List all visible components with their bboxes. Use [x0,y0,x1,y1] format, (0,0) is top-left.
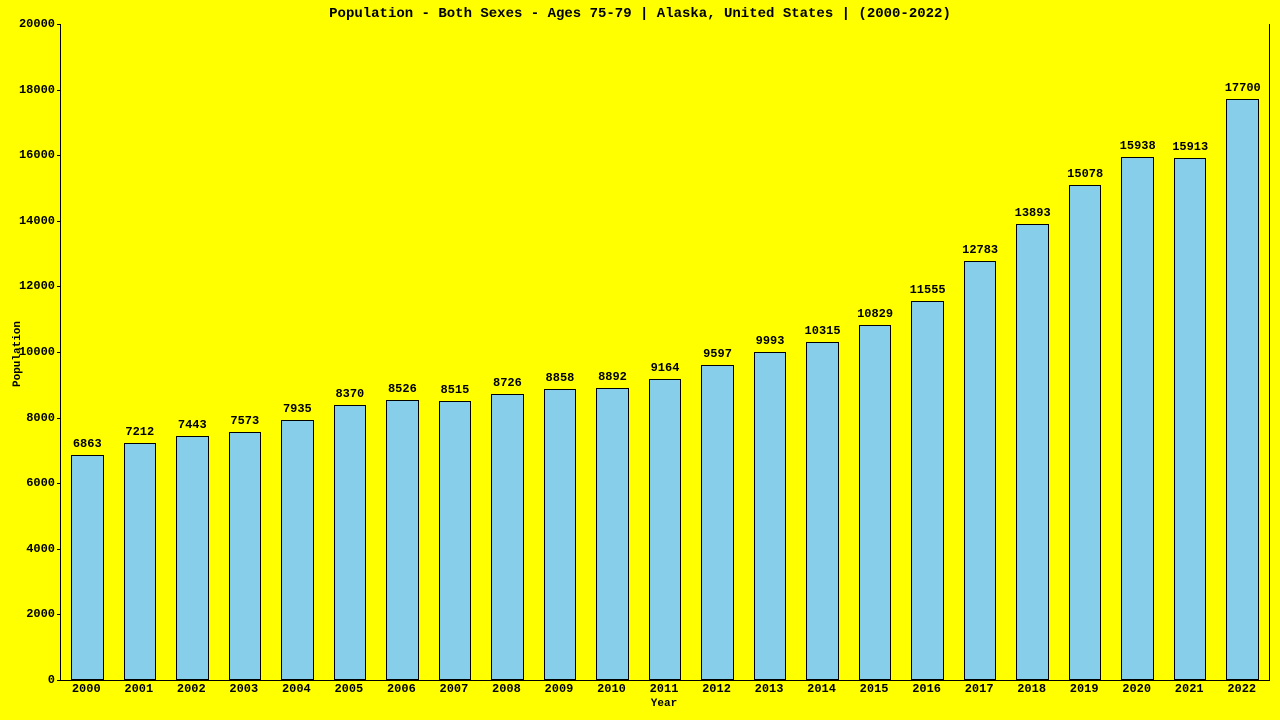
bar-value-label: 7212 [125,425,154,439]
y-tick-mark [57,90,61,91]
x-tick-label: 2013 [755,682,784,696]
bar [1016,224,1049,680]
y-tick-mark [57,483,61,484]
bar [491,394,524,680]
bar [1121,157,1154,680]
bar [754,352,787,680]
bar-value-label: 15913 [1172,140,1208,154]
x-tick-label: 2021 [1175,682,1204,696]
bar-value-label: 7935 [283,402,312,416]
y-tick-label: 4000 [26,542,61,556]
x-tick-label: 2009 [545,682,574,696]
bar-value-label: 15078 [1067,167,1103,181]
bar [176,436,209,680]
x-axis-label: Year [60,698,1268,710]
bar-value-label: 8370 [335,387,364,401]
bar-value-label: 10829 [857,307,893,321]
y-tick-mark [57,24,61,25]
bar-value-label: 9597 [703,347,732,361]
bar [649,379,682,680]
y-tick-label: 20000 [19,17,61,31]
bar-value-label: 10315 [805,324,841,338]
bar [1174,158,1207,680]
x-tick-label: 2000 [72,682,101,696]
y-tick-label: 10000 [19,345,61,359]
bar-value-label: 6863 [73,437,102,451]
y-tick-mark [57,680,61,681]
bar [229,432,262,680]
bar [701,365,734,680]
bar [806,342,839,680]
bar [71,455,104,680]
y-tick-label: 8000 [26,411,61,425]
y-tick-mark [57,286,61,287]
x-tick-label: 2001 [124,682,153,696]
y-tick-mark [57,549,61,550]
bar-value-label: 15938 [1120,139,1156,153]
y-tick-mark [57,155,61,156]
bar-value-label: 11555 [910,283,946,297]
y-tick-label: 14000 [19,214,61,228]
x-tick-label: 2015 [860,682,889,696]
y-tick-mark [57,418,61,419]
bar-value-label: 13893 [1015,206,1051,220]
x-tick-label: 2004 [282,682,311,696]
chart-container: Population - Both Sexes - Ages 75-79 | A… [0,0,1280,720]
plot-area: 6863 7212 7443 7573 7935 8370 8526 8515 8726 8858… [60,24,1270,681]
y-tick-mark [57,352,61,353]
bar [334,405,367,680]
y-tick-label: 6000 [26,476,61,490]
bar [596,388,629,680]
bar-value-label: 17700 [1225,81,1261,95]
y-tick-label: 2000 [26,607,61,621]
bar [859,325,892,680]
bar [544,389,577,680]
x-tick-label: 2007 [440,682,469,696]
y-tick-label: 16000 [19,148,61,162]
y-tick-mark [57,614,61,615]
bar [124,443,157,680]
chart-title: Population - Both Sexes - Ages 75-79 | A… [0,6,1280,22]
y-axis-label: Population [12,321,24,387]
x-tick-label: 2006 [387,682,416,696]
x-tick-label: 2022 [1227,682,1256,696]
x-tick-label: 2020 [1122,682,1151,696]
bar [964,261,997,680]
x-tick-label: 2018 [1017,682,1046,696]
y-tick-label: 12000 [19,279,61,293]
x-tick-label: 2008 [492,682,521,696]
x-tick-label: 2005 [334,682,363,696]
bar-value-label: 8726 [493,376,522,390]
bar [281,420,314,680]
x-tick-label: 2012 [702,682,731,696]
x-tick-label: 2019 [1070,682,1099,696]
bar-value-label: 9993 [756,334,785,348]
bar-value-label: 7443 [178,418,207,432]
bar [1069,185,1102,680]
bar-value-label: 8892 [598,370,627,384]
x-tick-label: 2011 [650,682,679,696]
x-tick-label: 2010 [597,682,626,696]
x-tick-label: 2003 [229,682,258,696]
bar [911,301,944,680]
x-tick-label: 2014 [807,682,836,696]
bar-value-label: 8858 [546,371,575,385]
bar-value-label: 7573 [230,414,259,428]
x-tick-label: 2002 [177,682,206,696]
bar-value-label: 9164 [651,361,680,375]
x-tick-label: 2016 [912,682,941,696]
bar [1226,99,1259,680]
bar [439,401,472,680]
bar-value-label: 8526 [388,382,417,396]
y-tick-label: 18000 [19,83,61,97]
bar-value-label: 8515 [441,383,470,397]
bar [386,400,419,680]
y-tick-mark [57,221,61,222]
bar-value-label: 12783 [962,243,998,257]
x-tick-label: 2017 [965,682,994,696]
